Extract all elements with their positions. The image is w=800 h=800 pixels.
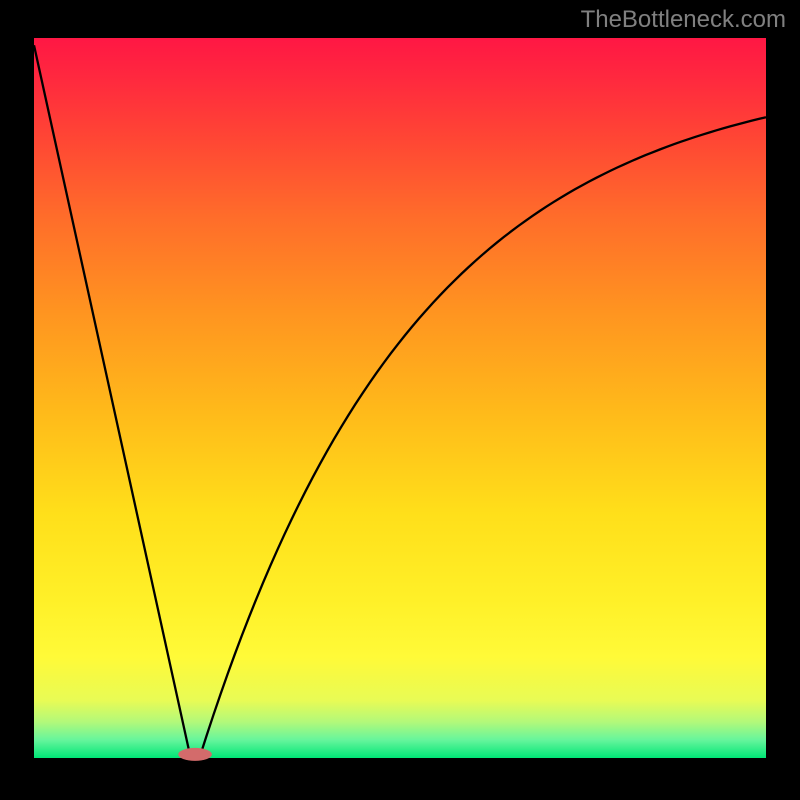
optimum-marker xyxy=(178,748,212,761)
plot-background xyxy=(34,38,766,758)
bottleneck-chart xyxy=(0,0,800,800)
attribution-text: TheBottleneck.com xyxy=(581,6,786,34)
chart-container: TheBottleneck.com xyxy=(0,0,800,800)
